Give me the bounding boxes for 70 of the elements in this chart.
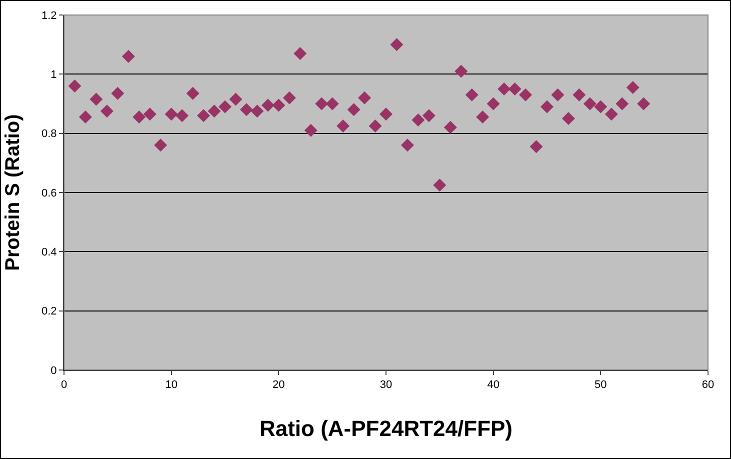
x-tick-label: 20 bbox=[272, 379, 285, 392]
point bbox=[336, 119, 350, 132]
x-axis-title: Ratio (A-PF24RT24/FFP) bbox=[259, 416, 513, 442]
point bbox=[476, 110, 490, 124]
point bbox=[530, 140, 543, 154]
point bbox=[164, 108, 178, 121]
y-tick-label: 0.4 bbox=[42, 246, 57, 259]
x-tick-label: 60 bbox=[702, 379, 714, 392]
point bbox=[368, 119, 382, 132]
point bbox=[326, 97, 339, 110]
point bbox=[519, 88, 532, 102]
point bbox=[390, 38, 404, 52]
point bbox=[261, 98, 274, 112]
x-tick-label: 40 bbox=[487, 379, 500, 392]
point bbox=[272, 98, 286, 112]
point bbox=[111, 86, 124, 100]
point bbox=[583, 97, 596, 110]
point bbox=[208, 104, 221, 118]
point bbox=[551, 88, 564, 102]
y-tick-label: 0.6 bbox=[42, 187, 57, 200]
y-tick-label: 1 bbox=[50, 69, 57, 82]
y-tick-label: 0.2 bbox=[42, 306, 57, 318]
point bbox=[315, 97, 328, 110]
point bbox=[433, 178, 446, 192]
point bbox=[465, 88, 478, 102]
point bbox=[604, 108, 618, 121]
point bbox=[422, 109, 436, 122]
point bbox=[498, 82, 511, 96]
point bbox=[143, 108, 156, 121]
point bbox=[444, 120, 457, 134]
y-tick-label: 0.8 bbox=[42, 128, 57, 140]
point bbox=[250, 104, 264, 118]
point bbox=[486, 97, 500, 110]
y-axis-title: Protein S (Ratio) bbox=[2, 114, 24, 271]
point bbox=[594, 100, 608, 114]
point bbox=[122, 50, 135, 63]
point bbox=[90, 92, 103, 106]
point bbox=[454, 64, 468, 78]
point bbox=[412, 114, 425, 127]
point bbox=[304, 124, 318, 137]
point bbox=[78, 110, 92, 124]
point bbox=[132, 110, 146, 124]
point bbox=[229, 92, 242, 106]
point bbox=[154, 138, 168, 152]
x-tick-label: 0 bbox=[60, 379, 68, 392]
point bbox=[380, 108, 392, 121]
y-tick-label: 0 bbox=[50, 364, 57, 377]
point bbox=[100, 104, 114, 118]
point bbox=[616, 97, 629, 110]
point bbox=[294, 46, 307, 60]
x-tick-label: 30 bbox=[380, 379, 392, 392]
point bbox=[197, 109, 210, 122]
point bbox=[186, 86, 200, 100]
point bbox=[218, 100, 232, 114]
x-tick-label: 10 bbox=[165, 379, 178, 392]
point bbox=[240, 103, 253, 116]
point bbox=[562, 112, 575, 126]
point bbox=[400, 138, 414, 152]
point bbox=[637, 97, 650, 110]
x-tick-label: 50 bbox=[594, 379, 607, 392]
point bbox=[176, 109, 189, 122]
point bbox=[358, 91, 372, 104]
point bbox=[540, 100, 554, 114]
point bbox=[508, 82, 522, 96]
point bbox=[572, 88, 586, 102]
point bbox=[347, 103, 360, 116]
point bbox=[282, 91, 296, 104]
point bbox=[626, 80, 640, 94]
point bbox=[68, 80, 82, 92]
y-tick-label: 1.2 bbox=[42, 10, 57, 22]
